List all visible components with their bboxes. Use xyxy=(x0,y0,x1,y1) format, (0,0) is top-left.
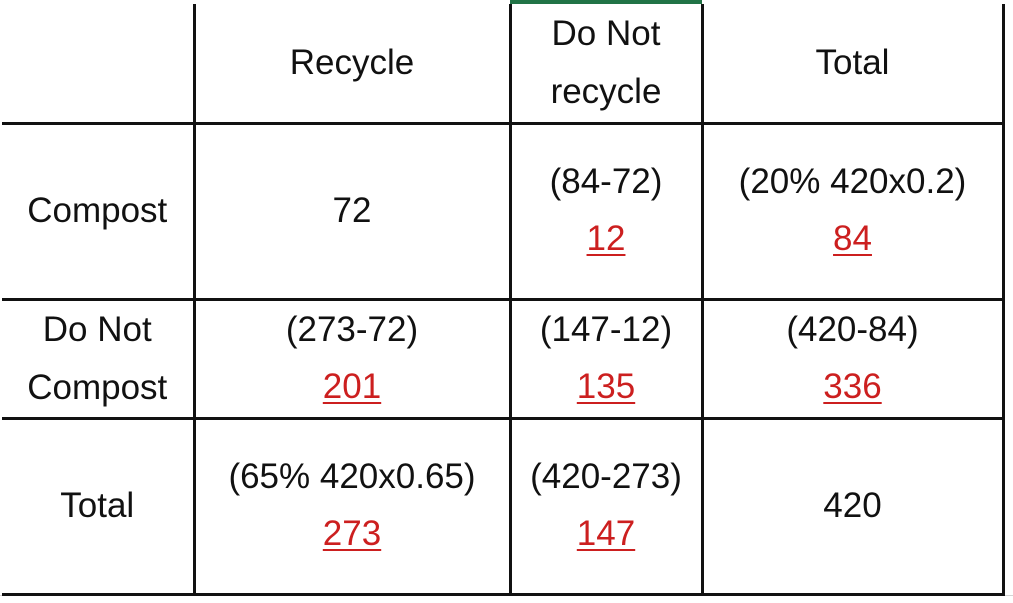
row-label-total-cell[interactable]: Total xyxy=(2,416,196,596)
compost-do-not-recycle-cell[interactable]: (84-72) 12 xyxy=(508,121,704,301)
grand-total-value: 420 xyxy=(823,486,882,525)
do-not-compost-recycle-cell[interactable]: (273-72) 201 xyxy=(192,297,512,420)
total-do-not-recycle-formula: (420-273) xyxy=(530,457,682,496)
do-not-compost-total-cell[interactable]: (420-84) 336 xyxy=(700,297,1005,420)
total-recycle-formula: (65% 420x0.65) xyxy=(228,457,476,496)
header-do-not-recycle-cell[interactable]: Do Not recycle xyxy=(508,4,704,125)
row-label-compost-cell[interactable]: Compost xyxy=(2,121,196,301)
do-not-compost-total-answer: 336 xyxy=(823,366,882,406)
compost-recycle-value: 72 xyxy=(332,191,372,230)
row-label-do-not-compost-cell[interactable]: Do Not Compost xyxy=(2,297,196,420)
row-label-compost: Compost xyxy=(27,191,168,230)
compost-do-not-recycle-answer: 12 xyxy=(586,219,626,258)
row-label-do-not-compost-line1: Do Not xyxy=(42,309,152,349)
header-total-label: Total xyxy=(815,42,890,82)
total-do-not-recycle-answer: 147 xyxy=(576,514,636,553)
compost-total-answer: 84 xyxy=(833,219,872,258)
do-not-compost-recycle-answer: 201 xyxy=(322,366,382,406)
header-do-not-recycle-line2: recycle xyxy=(550,71,662,111)
row-label-total: Total xyxy=(60,486,135,525)
gridline xyxy=(0,595,1013,596)
total-recycle-cell[interactable]: (65% 420x0.65) 273 xyxy=(192,416,512,596)
do-not-compost-total-formula: (420-84) xyxy=(786,309,919,349)
total-row: Total (65% 420x0.65) 273 (420-273) 147 4… xyxy=(2,416,1005,596)
contingency-table: Recycle Do Not recycle Total Compost 72 … xyxy=(2,4,1005,596)
corner-cell[interactable] xyxy=(2,4,196,125)
compost-total-cell[interactable]: (20% 420x0.2) 84 xyxy=(700,121,1005,301)
do-not-compost-recycle-formula: (273-72) xyxy=(285,309,419,349)
header-do-not-recycle-line1: Do Not xyxy=(551,13,661,53)
total-do-not-recycle-cell[interactable]: (420-273) 147 xyxy=(508,416,704,596)
do-not-compost-do-not-recycle-answer: 135 xyxy=(576,366,636,406)
header-recycle-label: Recycle xyxy=(289,42,415,82)
header-total-cell[interactable]: Total xyxy=(700,4,1005,125)
do-not-compost-do-not-recycle-formula: (147-12) xyxy=(539,309,673,349)
header-row: Recycle Do Not recycle Total xyxy=(2,4,1005,125)
compost-row: Compost 72 (84-72) 12 (20% 420x0.2) 84 xyxy=(2,121,1005,301)
grand-total-cell[interactable]: 420 xyxy=(700,416,1005,596)
do-not-compost-row: Do Not Compost (273-72) 201 (147-12) 135… xyxy=(2,297,1005,420)
active-column-indicator xyxy=(510,0,702,4)
row-label-do-not-compost-line2: Compost xyxy=(27,367,168,407)
total-recycle-answer: 273 xyxy=(322,514,382,553)
do-not-compost-do-not-recycle-cell[interactable]: (147-12) 135 xyxy=(508,297,704,420)
header-recycle-cell[interactable]: Recycle xyxy=(192,4,512,125)
compost-do-not-recycle-formula: (84-72) xyxy=(549,162,663,201)
compost-total-formula: (20% 420x0.2) xyxy=(738,162,967,201)
compost-recycle-cell[interactable]: 72 xyxy=(192,121,512,301)
